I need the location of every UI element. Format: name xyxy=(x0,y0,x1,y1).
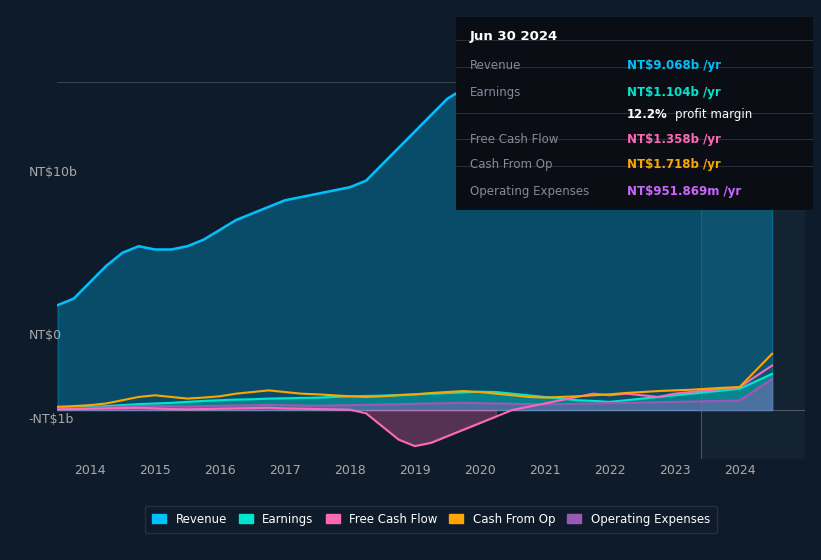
Text: Earnings: Earnings xyxy=(470,86,521,99)
Text: Free Cash Flow: Free Cash Flow xyxy=(470,133,558,146)
Text: NT$951.869m /yr: NT$951.869m /yr xyxy=(627,185,741,198)
Text: Cash From Op: Cash From Op xyxy=(470,158,553,171)
Text: NT$10b: NT$10b xyxy=(29,166,78,179)
Text: Jun 30 2024: Jun 30 2024 xyxy=(470,30,558,43)
Text: -NT$1b: -NT$1b xyxy=(29,413,74,426)
Text: 12.2%: 12.2% xyxy=(627,108,667,120)
Text: NT$1.358b /yr: NT$1.358b /yr xyxy=(627,133,721,146)
Text: Operating Expenses: Operating Expenses xyxy=(470,185,589,198)
Text: Revenue: Revenue xyxy=(470,59,521,72)
Text: profit margin: profit margin xyxy=(676,108,753,120)
Text: NT$0: NT$0 xyxy=(29,329,62,342)
Bar xyxy=(700,17,805,459)
Text: NT$1.104b /yr: NT$1.104b /yr xyxy=(627,86,721,99)
Legend: Revenue, Earnings, Free Cash Flow, Cash From Op, Operating Expenses: Revenue, Earnings, Free Cash Flow, Cash … xyxy=(144,506,718,533)
Text: NT$9.068b /yr: NT$9.068b /yr xyxy=(627,59,721,72)
Text: NT$1.718b /yr: NT$1.718b /yr xyxy=(627,158,721,171)
